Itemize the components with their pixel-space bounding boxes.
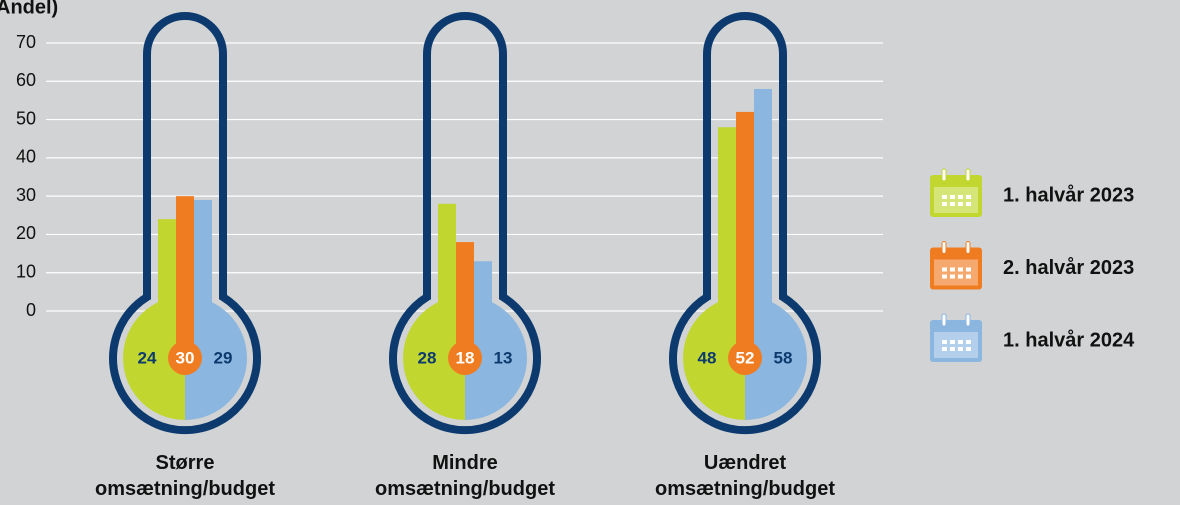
- bar: [718, 127, 736, 321]
- legend-icon-ring: [966, 314, 970, 326]
- y-tick-label: 0: [26, 300, 36, 320]
- legend-icon-page: [934, 260, 978, 286]
- y-tick-label: 30: [16, 185, 36, 205]
- legend-icon-cell: [966, 275, 971, 279]
- legend-icon-cell: [942, 347, 947, 351]
- legend-icon-cell: [966, 340, 971, 344]
- legend-icon-cell: [966, 268, 971, 272]
- legend-icon-cell: [958, 268, 963, 272]
- value-label: 28: [418, 348, 437, 367]
- legend-icon-cell: [950, 275, 955, 279]
- bar: [158, 219, 176, 321]
- legend-icon-page: [934, 187, 978, 213]
- legend-icon-page: [934, 332, 978, 358]
- legend-icon-cell: [966, 347, 971, 351]
- value-label: 24: [138, 348, 157, 367]
- y-tick-label: 10: [16, 261, 36, 281]
- legend-icon-cell: [950, 202, 955, 206]
- legend-icon-cell: [966, 195, 971, 199]
- legend-icon-cell: [958, 340, 963, 344]
- bar: [176, 196, 194, 358]
- legend-icon-cell: [942, 195, 947, 199]
- value-label: 52: [736, 348, 755, 367]
- bar: [456, 242, 474, 358]
- legend-icon-cell: [950, 268, 955, 272]
- legend-icon-cell: [942, 202, 947, 206]
- bar: [474, 261, 492, 321]
- bar: [194, 200, 212, 321]
- legend-label: 1. halvår 2023: [1003, 183, 1134, 206]
- value-label: 48: [698, 348, 717, 367]
- bar: [736, 112, 754, 358]
- legend-icon-cell: [958, 275, 963, 279]
- chart: Andel) 0 10 20 30 40 50 60 70 24 30 29 28 18 13 48 52 58…: [0, 0, 1180, 505]
- legend-icon-cell: [958, 195, 963, 199]
- value-label: 29: [214, 348, 233, 367]
- legend-icon-ring: [966, 242, 970, 254]
- legend-icon-cell: [958, 202, 963, 206]
- legend-icon-cell: [950, 340, 955, 344]
- legend-icon-cell: [958, 347, 963, 351]
- legend-icon-ring: [966, 169, 970, 181]
- category-label: Større omsætning/budget: [95, 450, 275, 502]
- value-label: 18: [456, 348, 475, 367]
- y-tick-label: 70: [16, 32, 36, 52]
- legend-label: 1. halvår 2024: [1003, 328, 1135, 351]
- chart-title: Andel): [0, 0, 58, 18]
- legend-icon-cell: [942, 275, 947, 279]
- y-tick-label: 20: [16, 223, 36, 243]
- legend-icon-ring: [942, 169, 946, 181]
- legend-icon-ring: [942, 314, 946, 326]
- legend-icon-cell: [950, 347, 955, 351]
- bar: [438, 204, 456, 321]
- legend-icon-cell: [966, 202, 971, 206]
- value-label: 58: [774, 348, 793, 367]
- legend-icon-cell: [942, 340, 947, 344]
- category-label: Mindre omsætning/budget: [375, 450, 555, 502]
- category-label: Uændret omsætning/budget: [655, 450, 835, 502]
- y-tick-label: 50: [16, 108, 36, 128]
- value-label: 30: [176, 348, 195, 367]
- chart-svg: Andel) 0 10 20 30 40 50 60 70 24 30 29 28 18 13 48 52 58…: [0, 0, 1180, 505]
- legend-icon-cell: [950, 195, 955, 199]
- legend-icon-cell: [942, 268, 947, 272]
- value-label: 13: [494, 348, 513, 367]
- bar: [754, 89, 772, 321]
- legend-icon-ring: [942, 242, 946, 254]
- y-tick-label: 40: [16, 147, 36, 167]
- legend-label: 2. halvår 2023: [1003, 256, 1134, 279]
- y-tick-label: 60: [16, 70, 36, 90]
